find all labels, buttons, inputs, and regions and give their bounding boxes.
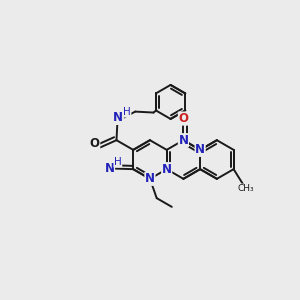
Text: O: O	[178, 112, 188, 125]
Text: H: H	[114, 157, 122, 167]
Text: N: N	[162, 163, 172, 176]
Text: H: H	[123, 107, 131, 117]
Text: N: N	[145, 172, 155, 185]
Text: CH₃: CH₃	[237, 184, 254, 193]
Text: N: N	[195, 143, 205, 156]
Text: N: N	[113, 111, 123, 124]
Text: N: N	[178, 134, 188, 147]
Text: O: O	[90, 137, 100, 151]
Text: N: N	[104, 162, 115, 175]
